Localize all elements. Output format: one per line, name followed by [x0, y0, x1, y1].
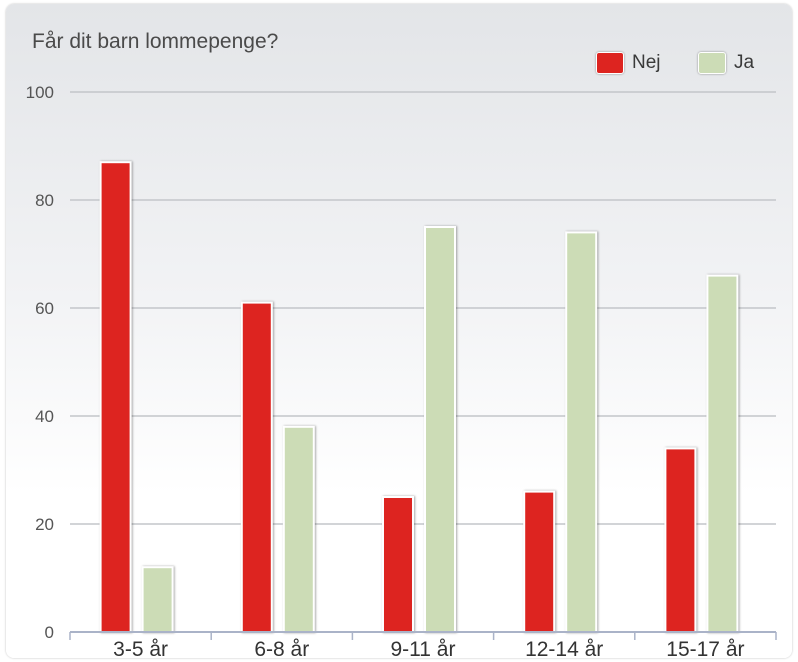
bar-ja-4[interactable] — [565, 231, 598, 633]
bar-ja-1[interactable] — [141, 566, 174, 634]
axis-layer: 0 20 40 60 80 100 3-5 år 6-8 år 9-11 år 12-14 år 1… — [26, 83, 777, 658]
chart-title: Får dit barn lommepenge? — [32, 30, 279, 53]
grid-layer — [70, 91, 776, 525]
bar-nej-2[interactable] — [240, 301, 273, 633]
bar-nej-3[interactable] — [382, 496, 414, 633]
y-tick-label: 0 — [45, 623, 54, 642]
bar-ja-3[interactable] — [424, 226, 456, 633]
y-tick-label: 100 — [26, 83, 54, 102]
bar-ja-2[interactable] — [282, 425, 315, 633]
y-tick-label: 20 — [35, 515, 54, 534]
x-category-label: 6-8 år — [254, 638, 309, 658]
legend-swatch-nej — [596, 52, 624, 74]
bar-nej-5[interactable] — [664, 447, 697, 633]
legend-swatch-ja — [698, 52, 726, 74]
x-category-label: 9-11 år — [391, 638, 456, 658]
legend-label-ja: Ja — [734, 52, 755, 73]
bar-ja-5[interactable] — [706, 274, 739, 633]
bar-nej-1[interactable] — [99, 161, 132, 633]
legend-item-ja[interactable]: Ja — [698, 52, 754, 74]
x-category-label: 15-17 år — [666, 638, 744, 658]
x-category-label: 3-5 år — [113, 638, 168, 658]
legend-label-nej: Nej — [632, 52, 661, 73]
y-tick-label: 60 — [35, 299, 54, 318]
chart-panel: Får dit barn lommepenge? Nej Ja 0 20 40 60 8… — [6, 4, 792, 658]
bar-layer — [99, 161, 739, 634]
plot-area: 0 20 40 60 80 100 3-5 år 6-8 år 9-11 år 12-14 år 1… — [26, 83, 777, 658]
y-tick-label: 80 — [35, 191, 54, 210]
x-category-label: 12-14 år — [525, 638, 603, 658]
legend-item-nej[interactable]: Nej — [596, 52, 661, 74]
bar-nej-4[interactable] — [523, 490, 556, 633]
y-tick-label: 40 — [35, 407, 54, 426]
